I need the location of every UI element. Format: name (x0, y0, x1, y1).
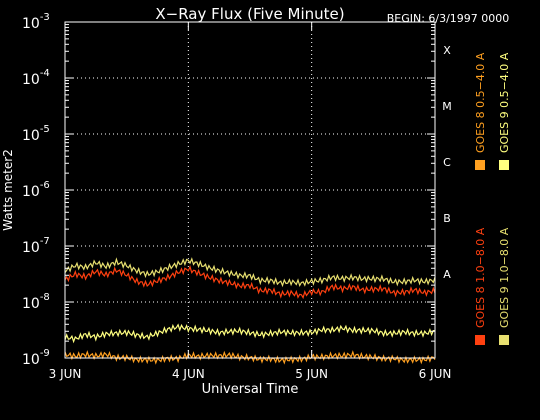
y-tick-label: 10-8 (22, 292, 50, 312)
legend-swatch (499, 335, 509, 345)
y-tick-exponent: -9 (40, 348, 50, 359)
flare-class-label: A (443, 268, 451, 281)
series-line (64, 257, 436, 288)
series-line (64, 350, 436, 365)
grid-layer (65, 22, 435, 358)
x-tick-label: 4 JUN (172, 367, 205, 381)
begin-label: BEGIN: 6/3/1997 0000 (387, 12, 510, 25)
y-tick-exponent: -3 (40, 12, 50, 23)
y-tick-label: 10-7 (22, 236, 50, 256)
y-tick-label: 10-4 (22, 68, 50, 88)
legend-swatch (475, 335, 485, 345)
axes-layer: 10-9 10-8 10-7 10-6 10-5 10-4 10-3 3 JUN 4 JUN 5 … (22, 12, 452, 381)
legend-label: GOES 8 0.5−4.0 A (474, 52, 487, 153)
legend-swatch (475, 160, 485, 170)
y-tick-exponent: -8 (40, 292, 50, 303)
flare-class-label: X (443, 44, 451, 57)
series-layer (64, 257, 436, 365)
y-tick-label: 10-5 (22, 124, 50, 144)
series-line (64, 265, 436, 300)
y-tick-label: 10-3 (22, 12, 50, 32)
x-tick-label: 6 JUN (419, 367, 452, 381)
x-tick-label: 5 JUN (295, 367, 328, 381)
legend: GOES 8 1.0−8.0 A GOES 8 0.5−4.0 A GOES 9 1… (474, 52, 511, 345)
flare-class-label: B (443, 212, 451, 225)
y-tick-exponent: -4 (40, 68, 50, 79)
flare-class-label: C (443, 156, 451, 169)
legend-label: GOES 9 0.5−4.0 A (498, 52, 511, 153)
y-tick-exponent: -5 (40, 124, 50, 135)
legend-swatch (499, 160, 509, 170)
series-line (64, 323, 436, 344)
y-tick-label: 10-9 (22, 348, 50, 368)
x-axis-label: Universal Time (202, 382, 299, 397)
y-tick-exponent: -6 (40, 180, 50, 191)
legend-label: GOES 9 1.0−8.0 A (498, 227, 511, 328)
y-tick-label: 10-6 (22, 180, 50, 200)
x-tick-label: 3 JUN (49, 367, 82, 381)
legend-label: GOES 8 1.0−8.0 A (474, 227, 487, 328)
flare-class-label: M (442, 100, 452, 113)
y-axis-label: Watts meter2 (1, 149, 15, 231)
y-tick-exponent: -7 (40, 236, 50, 247)
chart-title: X−Ray Flux (Five Minute) (155, 5, 344, 23)
